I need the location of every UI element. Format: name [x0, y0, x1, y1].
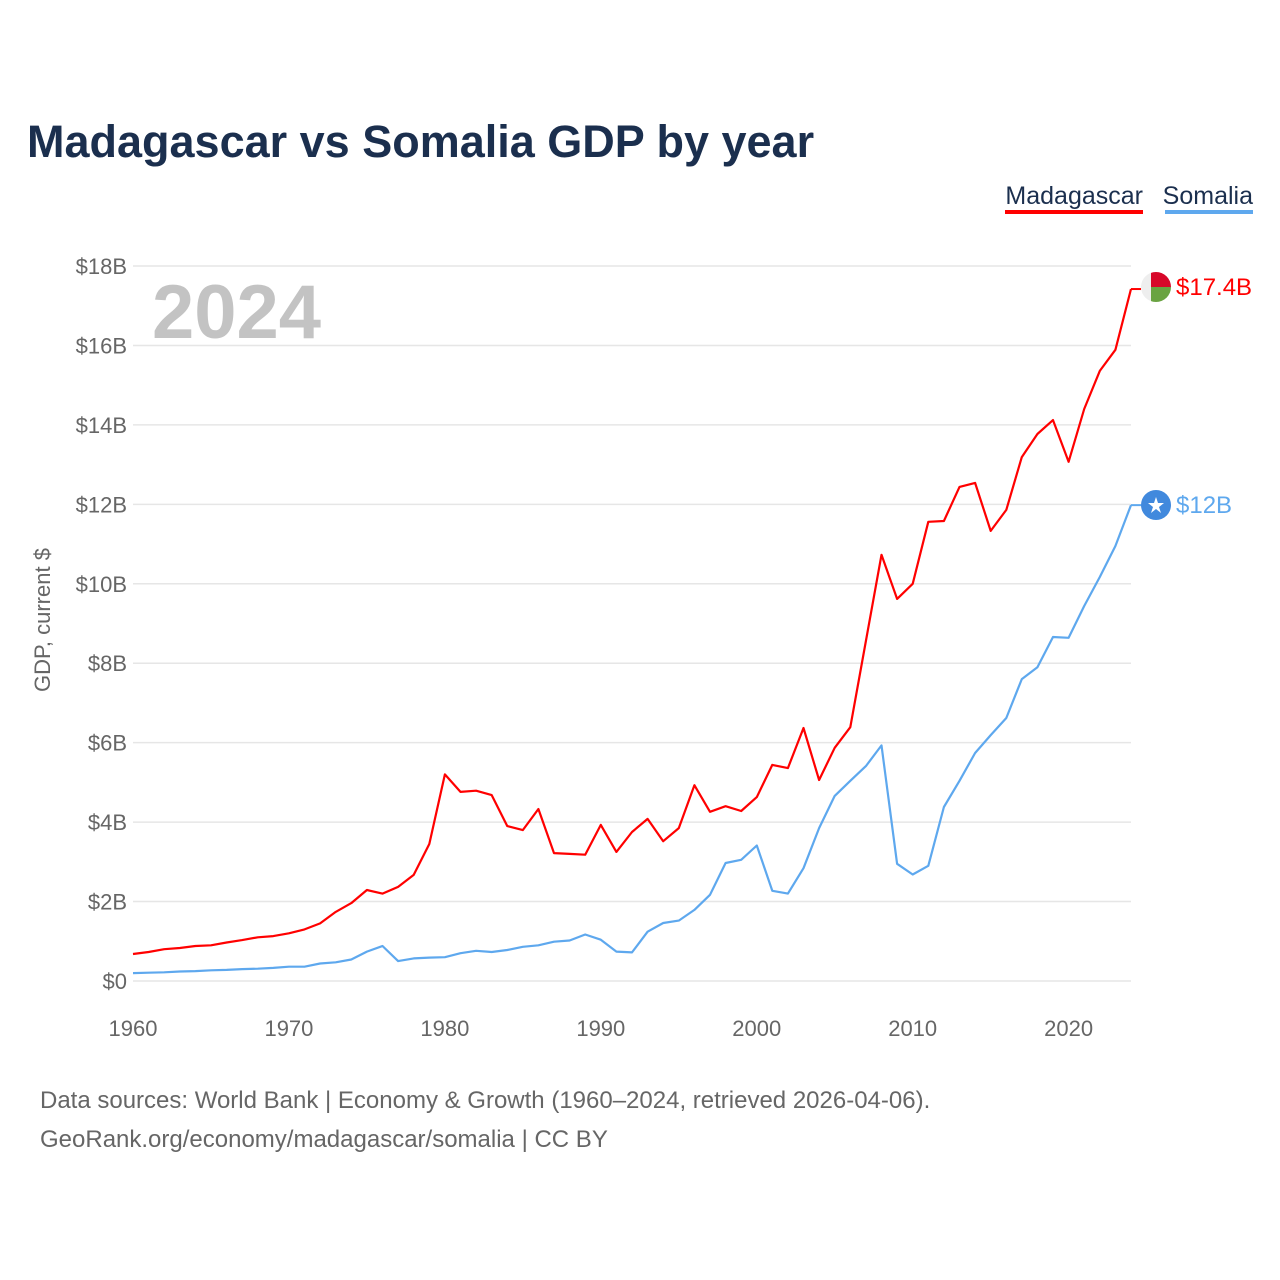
footer-sources: Data sources: World Bank | Economy & Gro…: [40, 1087, 930, 1114]
series-line-somalia: [132, 504, 1133, 975]
y-axis-label: GDP, current $: [30, 548, 55, 692]
y-tick-label: $0: [103, 969, 127, 994]
somalia-end-label: $12B: [1176, 492, 1232, 519]
chart-title: Madagascar vs Somalia GDP by year: [27, 116, 814, 167]
x-tick-label: 2020: [1044, 1016, 1093, 1041]
footer-link[interactable]: GeoRank.org/economy/madagascar/somalia |…: [40, 1126, 608, 1153]
y-tick-label: $16B: [76, 333, 127, 358]
y-tick-label: $18B: [76, 254, 127, 279]
legend: Madagascar Somalia: [1005, 182, 1253, 214]
x-axis-ticks: 1960 1970 1980 1990 2000 2010 2020: [109, 1016, 1094, 1041]
x-tick-label: 1960: [109, 1016, 158, 1041]
y-tick-label: $10B: [76, 572, 127, 597]
gridlines: [133, 265, 1131, 982]
x-tick-label: 1990: [576, 1016, 625, 1041]
series-lines: [132, 288, 1141, 975]
x-tick-label: 2000: [732, 1016, 781, 1041]
x-tick-label: 1980: [420, 1016, 469, 1041]
y-tick-label: $14B: [76, 413, 127, 438]
y-tick-label: $12B: [76, 492, 127, 517]
legend-somalia[interactable]: Somalia: [1163, 182, 1253, 210]
legend-madagascar[interactable]: Madagascar: [1005, 182, 1143, 210]
y-tick-label: $6B: [88, 731, 127, 756]
legend-somalia-underline: [1165, 210, 1253, 214]
legend-madagascar-underline: [1005, 210, 1143, 214]
x-tick-label: 1970: [264, 1016, 313, 1041]
series-line-madagascar: [132, 288, 1133, 956]
year-label: 2024: [152, 270, 321, 355]
madagascar-end-label: $17.4B: [1176, 274, 1252, 301]
y-tick-label: $2B: [88, 890, 127, 915]
x-tick-label: 2010: [888, 1016, 937, 1041]
y-tick-label: $4B: [88, 810, 127, 835]
madagascar-flag-icon: [1141, 272, 1171, 302]
y-tick-label: $8B: [88, 651, 127, 676]
y-axis-ticks: $0 $2B $4B $6B $8B $10B $12B $14B $16B $18B: [76, 254, 127, 994]
somalia-flag-icon: [1141, 490, 1171, 520]
